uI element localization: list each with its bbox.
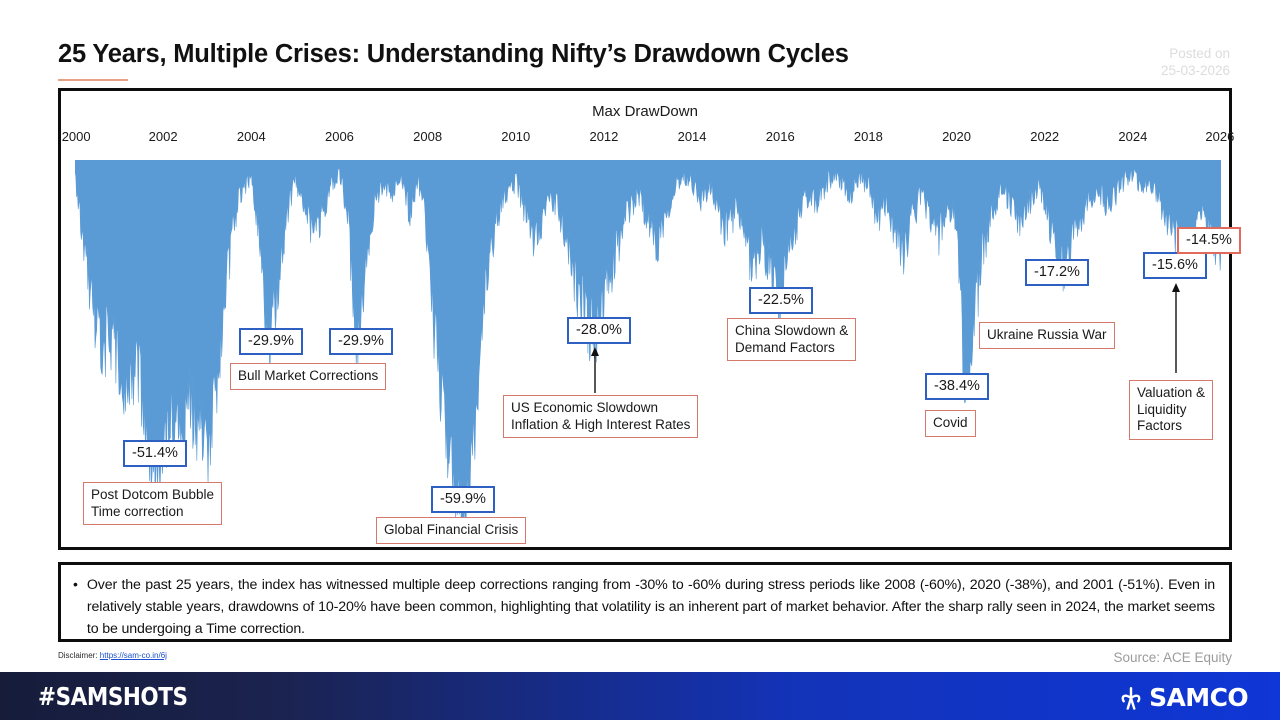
drawdown-value-2004: -29.9% [239,328,303,355]
disclaimer-link[interactable]: https://sam-co.in/6j [99,651,167,660]
note-bull-market: Bull Market Corrections [230,363,387,390]
summary-text: Over the past 25 years, the index has wi… [86,577,1215,637]
x-axis-tick-2000: 2000 [61,129,91,144]
x-axis-tick-2026: 2026 [1205,129,1235,144]
x-axis-tick-2004: 2004 [236,129,266,144]
x-axis-tick-2024: 2024 [1118,129,1148,144]
samco-logo: SAMCO [1118,683,1249,712]
x-axis-tick-2008: 2008 [413,129,443,144]
x-axis-tick-2012: 2012 [589,129,619,144]
leader-arrow-valuation [1170,283,1182,373]
drawdown-value-2020: -38.4% [925,373,989,400]
samco-swirl-icon [1121,686,1141,710]
drawdown-value-2022: -17.2% [1025,259,1089,286]
page-title: 25 Years, Multiple Crises: Understanding… [58,40,849,68]
summary-box: • Over the past 25 years, the index has … [58,562,1232,642]
x-axis-tick-row: 2000 2002 2004 2006 2008 2010 2012 2014 2016 2018… [61,129,1235,147]
summary-bullet: • [73,576,78,592]
posted-on-label: Posted on [1169,46,1230,61]
drawdown-value-2016: -22.5% [749,287,813,314]
posted-on-block: Posted on 25-03-2026 [1161,45,1230,79]
posted-on-date: 25-03-2026 [1160,63,1230,78]
leader-arrow-us-slowdown [589,347,601,393]
chart-heading: Max DrawDown [592,103,698,120]
x-axis-tick-2014: 2014 [677,129,707,144]
note-gfc: Global Financial Crisis [376,517,527,544]
x-axis-tick-2018: 2018 [853,129,883,144]
source-credit: Source: ACE Equity [1113,650,1232,665]
x-axis-tick-2002: 2002 [148,129,178,144]
drawdown-value-2008: -59.9% [431,486,495,513]
note-china-slowdown: China Slowdown & Demand Factors [727,318,857,361]
note-covid: Covid [925,410,976,437]
disclaimer-label: Disclaimer: [58,651,98,660]
x-axis-tick-2016: 2016 [765,129,795,144]
x-axis-tick-2022: 2022 [1030,129,1060,144]
bottom-brand-bar: #SAMSHOTS SAMCO [0,672,1280,720]
x-axis-tick-2006: 2006 [324,129,354,144]
x-axis-tick-2010: 2010 [501,129,531,144]
note-valuation: Valuation & Liquidity Factors [1129,380,1214,440]
chart-card: Max DrawDown 2000 2002 2004 2006 2008 2010 201… [58,88,1241,550]
samco-wordmark: SAMCO [1149,683,1248,712]
x-axis-tick-2020: 2020 [942,129,971,144]
samshots-hashtag: #SAMSHOTS [38,682,188,711]
drawdown-value-2025: -15.6% [1143,252,1207,279]
note-us-slowdown: US Economic Slowdown Inflation & High In… [503,395,699,438]
title-underline-accent [58,79,128,81]
drawdown-value-2006: -29.9% [329,328,393,355]
note-post-dotcom: Post Dotcom Bubble Time correction [83,482,223,525]
note-ukraine-war: Ukraine Russia War [979,322,1115,349]
drawdown-value-2026: -14.5% [1177,227,1241,254]
disclaimer: Disclaimer: https://sam-co.in/6j [58,651,167,660]
drawdown-value-2001: -51.4% [123,440,187,467]
drawdown-value-2011: -28.0% [567,317,631,344]
